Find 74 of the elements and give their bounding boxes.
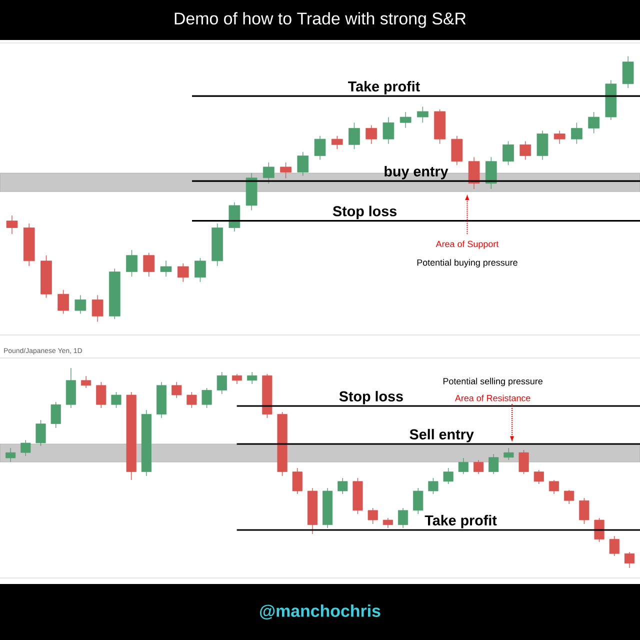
candlestick: [451, 136, 463, 166]
candlestick: [247, 372, 258, 384]
candlestick: [536, 130, 548, 160]
candlestick: [571, 122, 582, 144]
candlestick: [366, 124, 378, 144]
candlestick: [292, 468, 302, 494]
candlestick: [518, 450, 529, 474]
candlestick: [58, 290, 69, 314]
candlestick: [194, 258, 206, 282]
ref-line-label: Stop loss: [332, 206, 396, 220]
candlestick: [488, 454, 499, 474]
candlestick: [20, 440, 31, 456]
text: @manchochris: [260, 604, 380, 620]
candlestick: [126, 250, 138, 277]
candlestick: [6, 215, 18, 234]
candlestick: [96, 382, 106, 408]
candlestick: [588, 112, 600, 134]
candlestick: [443, 468, 454, 484]
candlestick: [473, 460, 484, 474]
candlestick: [579, 498, 590, 524]
candlestick: [554, 130, 566, 144]
ref-line-label: Take profit: [348, 81, 420, 94]
candlestick: [232, 374, 242, 384]
candlestick: [92, 294, 104, 322]
candlestick: [186, 392, 197, 408]
candlestick: [400, 112, 412, 128]
candlestick: [50, 402, 61, 428]
ref-line-label: Sell entry: [410, 428, 474, 442]
candlestick: [280, 162, 292, 179]
candlestick: [74, 294, 86, 314]
ref-line-label: buy entry: [384, 166, 448, 180]
annotation: Potential buying pressure: [417, 259, 518, 268]
candlestick: [331, 136, 343, 150]
candlestick: [458, 458, 468, 474]
candlestick: [609, 536, 620, 556]
candlestick: [177, 262, 189, 282]
annotation: Area of Support: [436, 240, 499, 249]
candlestick: [143, 252, 155, 277]
candlestick: [382, 116, 394, 144]
chart-title: Demo of how to Trade with strong S&R: [174, 12, 466, 28]
candlestick: [314, 136, 326, 160]
candlestick: [548, 480, 560, 494]
candlestick: [297, 151, 309, 176]
candlestick: [172, 382, 182, 398]
candlestick: [398, 508, 408, 528]
candlestick: [413, 488, 424, 514]
candlestick: [504, 448, 514, 460]
candlestick: [468, 156, 480, 190]
candlestick: [564, 490, 574, 504]
candlestick: [216, 372, 227, 394]
candlestick: [485, 156, 497, 190]
candlestick: [428, 478, 438, 494]
candlestick: [81, 376, 92, 388]
candlestick: [368, 508, 378, 524]
candlestick: [382, 518, 393, 528]
candlestick: [6, 448, 16, 462]
candlestick: [520, 140, 532, 160]
candlestick: [624, 552, 634, 568]
annotation: Potential selling pressure: [443, 378, 542, 386]
candlestick: [111, 392, 122, 408]
candlestick: [262, 162, 274, 184]
candlestick: [417, 106, 428, 123]
candlestick: [534, 470, 544, 484]
candlestick: [228, 202, 240, 232]
annotation: Area of Resistance: [454, 394, 530, 402]
candlestick: [502, 140, 514, 166]
candlestick: [622, 56, 634, 88]
candlestick: [160, 260, 172, 277]
candlestick: [36, 420, 46, 446]
ref-line-label: Take profit: [424, 514, 497, 528]
ref-line-label: Stop loss: [339, 390, 403, 404]
candlestick: [348, 122, 360, 150]
candlestick: [202, 388, 212, 408]
candlestick: [338, 478, 348, 494]
